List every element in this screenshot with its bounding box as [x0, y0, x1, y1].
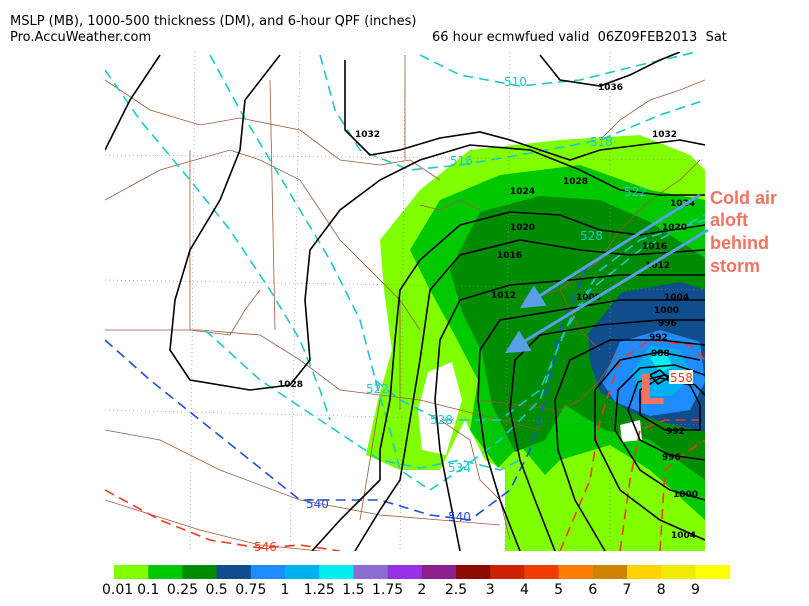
isobar-contours	[105, 52, 705, 551]
legend-label: 0.25	[167, 582, 198, 598]
legend-label: 7	[623, 582, 632, 598]
legend-swatch	[456, 565, 491, 579]
annotation-line: storm	[710, 256, 760, 276]
legend-label: 4	[520, 582, 529, 598]
legend-swatch	[627, 565, 662, 579]
isobar-label: 1000	[654, 306, 679, 316]
legend-label: 5	[554, 582, 563, 598]
legend-swatch	[558, 565, 594, 579]
qpf-gap	[418, 362, 462, 455]
legend-label: 1.75	[372, 582, 403, 598]
valid-time: 66 hour ecmwfued valid 06Z09FEB2013 Sat	[432, 30, 727, 45]
isobar-labels: 1036 1032 1032 1028 1024 1024 1020 1020 …	[278, 83, 698, 541]
thickness-label: 540	[448, 510, 471, 524]
source-label: Pro.AccuWeather.com	[10, 30, 152, 45]
legend-swatch	[216, 565, 252, 579]
isobar-label: 996	[658, 319, 677, 329]
legend-swatch	[421, 565, 457, 579]
qpf-legend: 0.01 0.1 0.25 0.5 0.75 1 1.25 1.5 1.75 2 2.5 3 4 5 6 7 8…	[102, 565, 731, 598]
legend-swatch	[353, 565, 389, 579]
thickness-label: 522	[366, 382, 389, 396]
legend-swatch	[182, 565, 218, 579]
isobar-label: 1032	[652, 130, 677, 140]
isobar-label: 1024	[510, 187, 535, 197]
isobar-label: 1016	[497, 251, 522, 261]
legend-swatch	[490, 565, 525, 579]
thickness-label: 528	[430, 413, 453, 427]
annotation-line: aloft	[710, 210, 748, 230]
legend-label: 0.75	[235, 582, 266, 598]
legend-label: 1	[281, 582, 290, 598]
qpf-white-patch	[620, 420, 642, 442]
isobar-label: 1024	[670, 199, 695, 209]
isobar-label: 1020	[662, 223, 687, 233]
legend-label: 2.5	[445, 582, 467, 598]
isobar-label: 1004	[671, 531, 696, 541]
legend-label: 1.25	[304, 582, 335, 598]
isobar-label: 992	[666, 427, 685, 437]
legend-swatch	[387, 565, 423, 579]
isobar-label: 1028	[563, 177, 588, 187]
thickness-label: 516	[450, 154, 473, 168]
legend-label: 0.01	[102, 582, 133, 598]
arrow-icon	[504, 228, 709, 354]
legend-swatch	[661, 565, 696, 579]
qpf-1.25	[650, 352, 673, 373]
thickness-label: 510	[504, 75, 527, 89]
isobar-label: 992	[649, 333, 668, 343]
legend-label: 2	[417, 582, 426, 598]
legend-swatch	[592, 565, 628, 579]
thickness-label: 522	[624, 185, 647, 199]
legend-swatch	[114, 565, 149, 579]
thickness-label: 558	[670, 371, 693, 385]
legend-label: 8	[657, 582, 666, 598]
legend-label: 0.1	[137, 582, 159, 598]
isobar-label: 1028	[278, 380, 303, 390]
isobar-label: 1012	[491, 291, 516, 301]
isobar-label: 988	[651, 349, 670, 359]
legend-swatch	[250, 565, 286, 579]
legend-label: 6	[588, 582, 597, 598]
thickness-label: 534	[448, 461, 471, 475]
isobar-label: 1012	[645, 261, 670, 271]
legend-swatch	[319, 565, 354, 579]
lat-lon-grid	[105, 52, 705, 551]
legend-swatch	[285, 565, 320, 579]
legend-label: 0.5	[205, 582, 227, 598]
isobar-label: 1000	[673, 490, 698, 500]
legend-swatch	[524, 565, 560, 579]
thickness-label: 528	[580, 229, 603, 243]
isobar-label: 1008	[576, 293, 601, 303]
legend-label: 9	[691, 582, 700, 598]
thickness-labels: 510 516 518 522 522 528 528 534 540 540 …	[254, 75, 693, 554]
isobar-label: 996	[662, 453, 681, 463]
isobar-label: 1004	[664, 293, 689, 303]
annotation-line: behind	[710, 233, 769, 253]
map-title: MSLP (MB), 1000-500 thickness (DM), and …	[10, 14, 417, 29]
arrow-icon	[519, 193, 701, 309]
legend-swatch	[695, 565, 731, 579]
annotation-arrows	[504, 193, 709, 354]
thickness-label: 540	[306, 497, 329, 511]
legend-label: 1.5	[342, 582, 364, 598]
isobar-label: 1020	[510, 223, 535, 233]
thickness-label: 546	[254, 540, 277, 554]
legend-swatch	[148, 565, 183, 579]
legend-label: 3	[486, 582, 495, 598]
low-pressure-symbol: L	[638, 365, 665, 414]
isobar-label: 1032	[355, 130, 380, 140]
annotation-line: Cold air	[710, 188, 777, 208]
thickness-label: 518	[590, 135, 613, 149]
isobar-label: 1016	[642, 242, 667, 252]
isobar-label: 1036	[598, 83, 623, 93]
annotation-text: Cold air aloft behind storm	[710, 188, 777, 276]
